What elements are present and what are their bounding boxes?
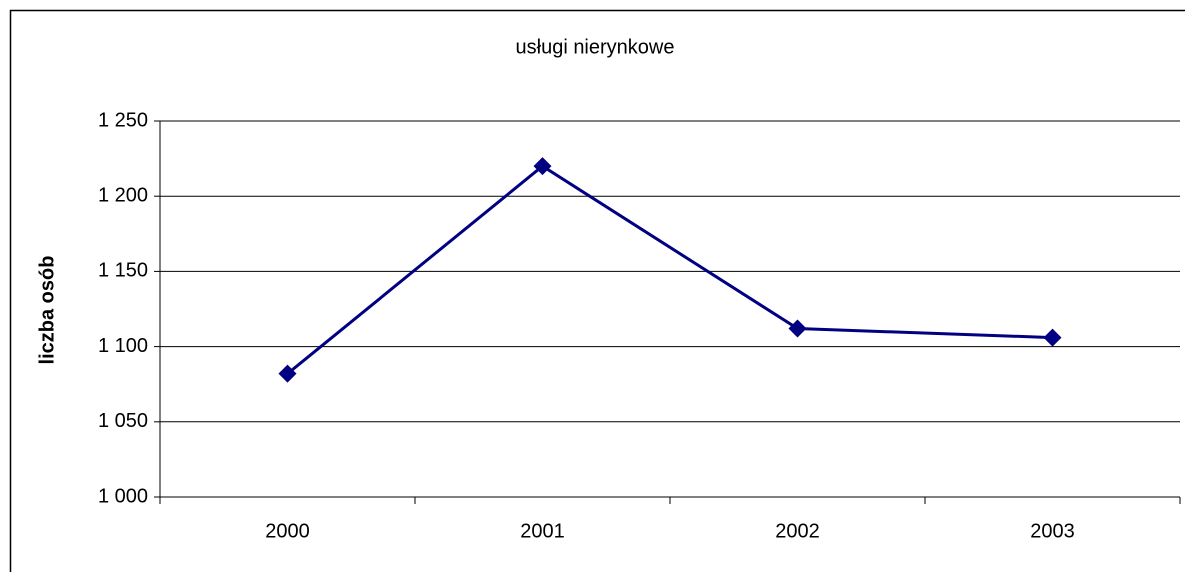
line-series bbox=[286, 164, 1053, 375]
y-tick-label: 1 100 bbox=[98, 335, 148, 357]
y-tick-label: 1 050 bbox=[98, 410, 148, 432]
chart-title: usługi nierynkowe bbox=[516, 36, 675, 58]
marker bbox=[533, 157, 552, 176]
y-axis-label: liczba osób bbox=[36, 256, 58, 365]
chart-frame bbox=[9, 9, 1185, 572]
x-tick-label: 2003 bbox=[1030, 520, 1075, 542]
x-tick-label: 2001 bbox=[520, 520, 565, 542]
y-tick-label: 1 150 bbox=[98, 260, 148, 282]
marker bbox=[788, 319, 807, 338]
x-tick-label: 2002 bbox=[775, 520, 820, 542]
y-tick-label: 1 000 bbox=[98, 485, 148, 507]
marker bbox=[278, 364, 297, 383]
y-tick-label: 1 200 bbox=[98, 184, 148, 206]
y-tick-label: 1 250 bbox=[98, 109, 148, 131]
marker bbox=[1043, 328, 1062, 347]
x-tick-label: 2000 bbox=[265, 520, 310, 542]
